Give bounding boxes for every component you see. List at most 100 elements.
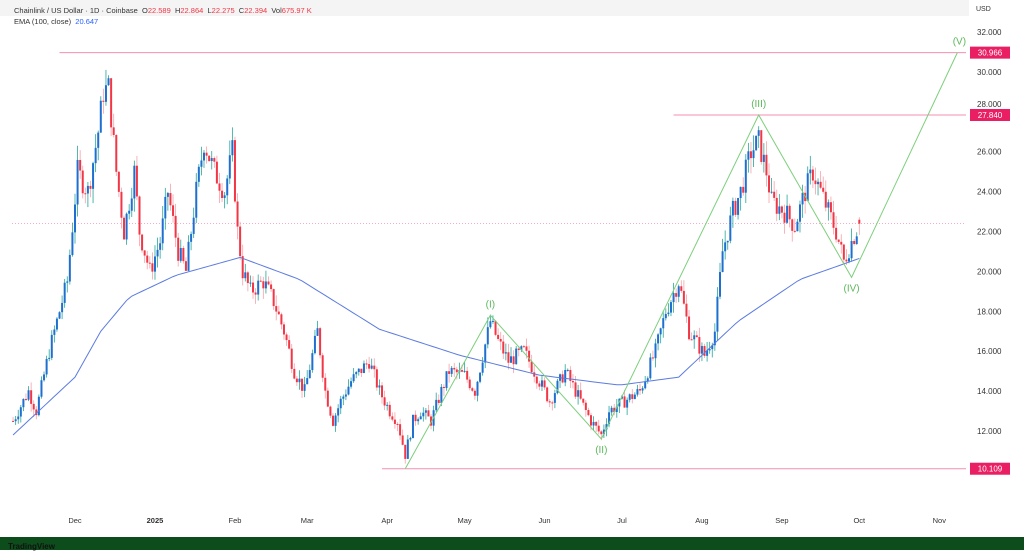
candle-body xyxy=(99,100,102,133)
candle-body xyxy=(667,312,670,314)
candle-body xyxy=(344,394,347,397)
candle-body xyxy=(319,328,322,356)
candle-body xyxy=(130,198,133,211)
candle-body xyxy=(842,244,845,260)
candle-body xyxy=(151,263,154,272)
candle-body xyxy=(548,401,551,403)
candle-body xyxy=(533,372,536,377)
candle-body xyxy=(855,236,858,245)
candle-body xyxy=(30,390,33,404)
candle-body xyxy=(12,421,15,423)
candle-body xyxy=(716,296,719,332)
candle-body xyxy=(89,185,92,189)
candle-body xyxy=(63,282,66,303)
candle-body xyxy=(107,78,110,86)
candle-body xyxy=(491,320,494,322)
candle-body xyxy=(688,316,691,340)
candle-body xyxy=(50,334,53,358)
candle-body xyxy=(153,256,156,272)
candle-body xyxy=(811,169,814,181)
time-tick-label: Dec xyxy=(68,516,82,525)
candle-body xyxy=(595,421,598,426)
candle-body xyxy=(486,327,489,345)
candle-body xyxy=(386,404,389,406)
candle-body xyxy=(445,371,448,389)
candle-body xyxy=(135,165,138,197)
candle-body xyxy=(313,335,316,354)
candle-body xyxy=(301,378,304,391)
candle-body xyxy=(84,193,87,195)
candle-body xyxy=(659,328,662,335)
candle-body xyxy=(177,237,180,261)
price-tick-label: 12.000 xyxy=(977,427,1002,436)
candle-body xyxy=(706,350,709,356)
candle-body xyxy=(337,408,340,416)
candle-body xyxy=(817,181,820,185)
candle-body xyxy=(58,312,61,319)
candle-body xyxy=(806,173,809,202)
candle-body xyxy=(801,192,804,205)
candle-body xyxy=(404,444,407,459)
ema-value: 20.647 xyxy=(75,17,99,26)
price-tick-label: 14.000 xyxy=(977,387,1002,396)
candle-body xyxy=(329,406,332,416)
candle-body xyxy=(822,187,825,192)
candle-body xyxy=(484,344,487,363)
candle-body xyxy=(749,151,752,159)
candle-body xyxy=(76,159,79,205)
candle-body xyxy=(440,386,443,403)
candle-body xyxy=(195,181,198,218)
candle-body xyxy=(553,393,556,403)
footer-banner xyxy=(0,537,1024,550)
candle-body xyxy=(68,254,71,282)
candle-body xyxy=(510,356,513,363)
price-level-badge xyxy=(970,108,1010,121)
candle-body xyxy=(633,394,636,399)
candle-body xyxy=(476,381,479,396)
ema-line[interactable]: EMA (100, close) 20.647 xyxy=(14,16,312,27)
candle-body xyxy=(169,193,172,206)
candle-body xyxy=(507,352,510,363)
candle-body xyxy=(502,341,505,354)
candle-body xyxy=(654,343,657,359)
candle-body xyxy=(360,368,363,373)
candle-body xyxy=(277,311,280,315)
candle-body xyxy=(520,346,523,351)
candle-body xyxy=(48,357,51,359)
candle-body xyxy=(639,389,642,391)
candle-body xyxy=(187,241,190,271)
price-level-label: 30.966 xyxy=(978,49,1003,58)
candle-body xyxy=(192,217,195,234)
candle-body xyxy=(133,165,136,199)
candle-body xyxy=(471,388,474,391)
candle-body xyxy=(375,369,378,388)
candle-body xyxy=(71,232,74,255)
tradingview-logo: TradingView xyxy=(8,542,55,551)
currency-label[interactable]: USD xyxy=(976,6,991,13)
candle-body xyxy=(543,380,546,388)
candle-body xyxy=(626,399,629,408)
candle-body xyxy=(737,198,740,215)
chart-header-bar xyxy=(0,0,1024,16)
candle-body xyxy=(791,219,794,231)
candle-body xyxy=(422,412,425,417)
candle-body xyxy=(311,353,314,371)
candle-body xyxy=(494,320,497,335)
candle-body xyxy=(306,378,309,385)
candle-body xyxy=(303,384,306,391)
wave-label: (II) xyxy=(595,445,607,456)
candle-body xyxy=(362,363,365,373)
candle-body xyxy=(814,180,817,185)
candle-body xyxy=(631,394,634,399)
candle-body xyxy=(280,314,283,325)
price-tick-label: 22.000 xyxy=(977,228,1002,237)
candle-body xyxy=(74,204,76,233)
candle-body xyxy=(662,318,665,329)
candle-body xyxy=(768,175,771,193)
price-tick-label: 16.000 xyxy=(977,347,1002,356)
candle-body xyxy=(824,191,827,208)
candle-body xyxy=(569,369,572,381)
candle-body xyxy=(40,380,43,397)
open-value: 22.589 xyxy=(147,6,171,15)
